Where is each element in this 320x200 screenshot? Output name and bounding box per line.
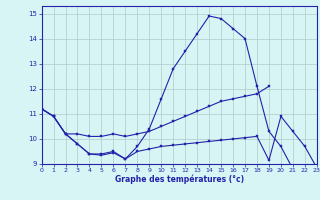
- X-axis label: Graphe des températures (°c): Graphe des températures (°c): [115, 175, 244, 184]
